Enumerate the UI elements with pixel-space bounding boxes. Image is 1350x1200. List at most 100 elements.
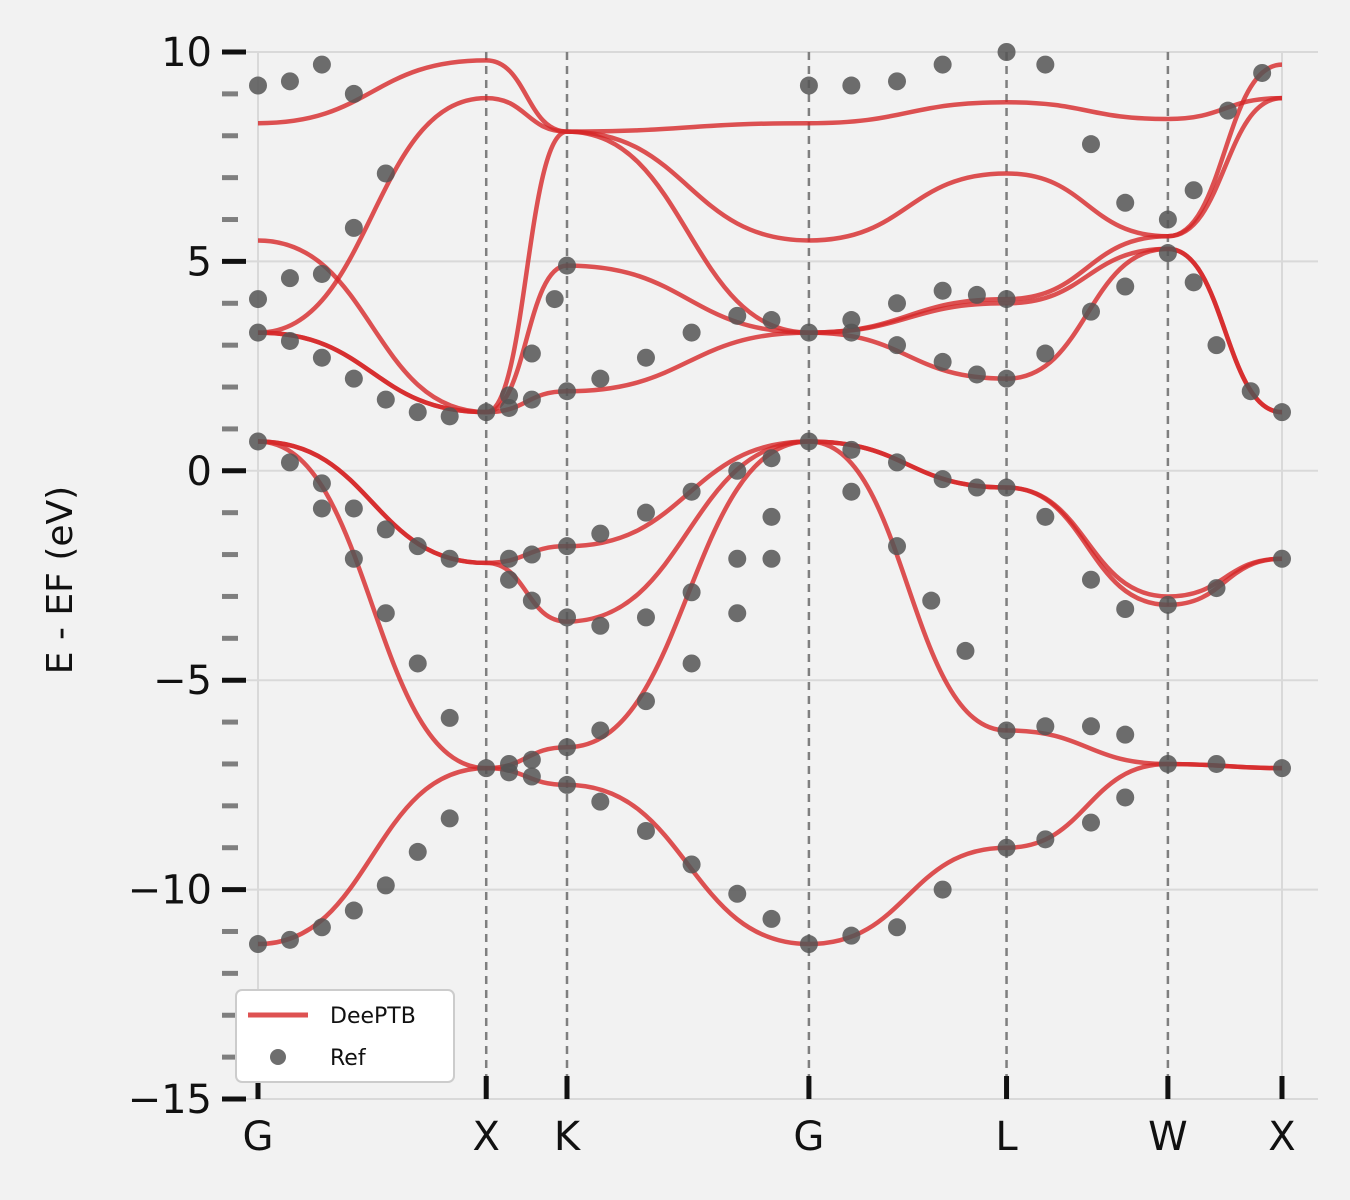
ref-point	[933, 880, 952, 899]
ref-point	[888, 294, 907, 313]
ref-point	[1036, 507, 1055, 526]
ref-point	[1273, 403, 1291, 422]
ref-point	[799, 432, 818, 451]
ref-point	[799, 935, 818, 954]
ref-point	[312, 918, 331, 937]
ref-point	[1273, 549, 1291, 568]
ref-point	[762, 549, 781, 568]
ref-point	[997, 290, 1016, 309]
ref-point	[682, 654, 701, 673]
ref-point	[888, 72, 907, 91]
ref-point	[1081, 135, 1100, 154]
ref-point	[591, 721, 610, 740]
deeptb-band	[257, 439, 1283, 771]
ref-point	[558, 256, 577, 275]
ref-point	[1081, 570, 1100, 589]
legend: DeePTB Ref	[235, 989, 455, 1083]
ref-point	[312, 474, 331, 493]
ref-point	[591, 524, 610, 543]
grid-lines	[228, 51, 1318, 1100]
ref-point	[408, 654, 427, 673]
ref-point	[997, 721, 1016, 740]
ref-point	[728, 884, 747, 903]
ref-point	[440, 809, 459, 828]
ref-point	[997, 838, 1016, 857]
ref-point	[376, 390, 395, 409]
deeptb-band	[257, 439, 1283, 947]
ref-point	[682, 583, 701, 602]
ref-point	[558, 537, 577, 556]
ref-point	[762, 449, 781, 468]
ref-point	[997, 478, 1016, 497]
ref-point	[500, 386, 519, 405]
ref-point	[280, 930, 299, 949]
y-tick-label: 5	[187, 239, 212, 285]
ref-point	[1116, 277, 1135, 296]
ref-point	[933, 352, 952, 371]
y-tick-label: −5	[153, 658, 212, 704]
ref-point	[440, 407, 459, 426]
ref-point	[558, 382, 577, 401]
ref-point	[591, 616, 610, 635]
ref-point	[997, 43, 1016, 61]
ref-point	[344, 549, 363, 568]
ref-point	[997, 369, 1016, 388]
ref-point	[440, 549, 459, 568]
ref-point	[1036, 830, 1055, 849]
ref-point	[558, 775, 577, 794]
ref-point	[558, 608, 577, 627]
ref-point	[888, 537, 907, 556]
ref-point	[408, 403, 427, 422]
ref-point	[344, 901, 363, 920]
ref-point	[376, 164, 395, 183]
ref-point	[344, 499, 363, 518]
ref-point	[728, 604, 747, 623]
ref-point	[682, 855, 701, 874]
ref-point	[249, 290, 267, 309]
ref-point	[477, 759, 496, 778]
ref-point	[376, 520, 395, 539]
ref-point	[312, 264, 331, 283]
ref-point	[799, 76, 818, 95]
ref-point	[408, 842, 427, 861]
ref-point	[1253, 63, 1272, 82]
ref-point	[888, 918, 907, 937]
ref-point	[522, 750, 541, 769]
ref-point	[1184, 181, 1203, 200]
ref-point	[636, 348, 655, 367]
ref-point	[500, 398, 519, 417]
ref-point	[280, 453, 299, 472]
ref-point	[522, 767, 541, 786]
ref-point	[500, 763, 519, 782]
ref-point	[500, 549, 519, 568]
ref-point	[312, 348, 331, 367]
ref-point	[1036, 55, 1055, 74]
ref-point	[1241, 382, 1260, 401]
ref-point	[522, 390, 541, 409]
ref-point	[933, 281, 952, 300]
ref-point	[344, 369, 363, 388]
ref-point	[762, 507, 781, 526]
ref-point	[591, 369, 610, 388]
ref-point	[842, 323, 861, 342]
ref-point	[545, 290, 564, 309]
ref-point	[477, 403, 496, 422]
ref-point	[728, 306, 747, 325]
ref-point	[682, 482, 701, 501]
ref-point	[249, 935, 267, 954]
legend-ref-swatch	[270, 1049, 286, 1065]
ref-point	[376, 876, 395, 895]
x-tick-label: K	[554, 1114, 582, 1160]
y-tick-label: 10	[161, 30, 212, 76]
y-tick-label: −15	[128, 1077, 212, 1123]
ref-point	[842, 440, 861, 459]
ref-point	[922, 591, 941, 610]
ref-point	[842, 482, 861, 501]
ref-point	[636, 503, 655, 522]
x-tick-label: X	[1268, 1114, 1295, 1160]
ref-point	[888, 336, 907, 355]
ref-point	[1158, 595, 1177, 614]
y-tick-label: −10	[128, 868, 212, 914]
ref-point	[728, 549, 747, 568]
ref-point	[888, 453, 907, 472]
